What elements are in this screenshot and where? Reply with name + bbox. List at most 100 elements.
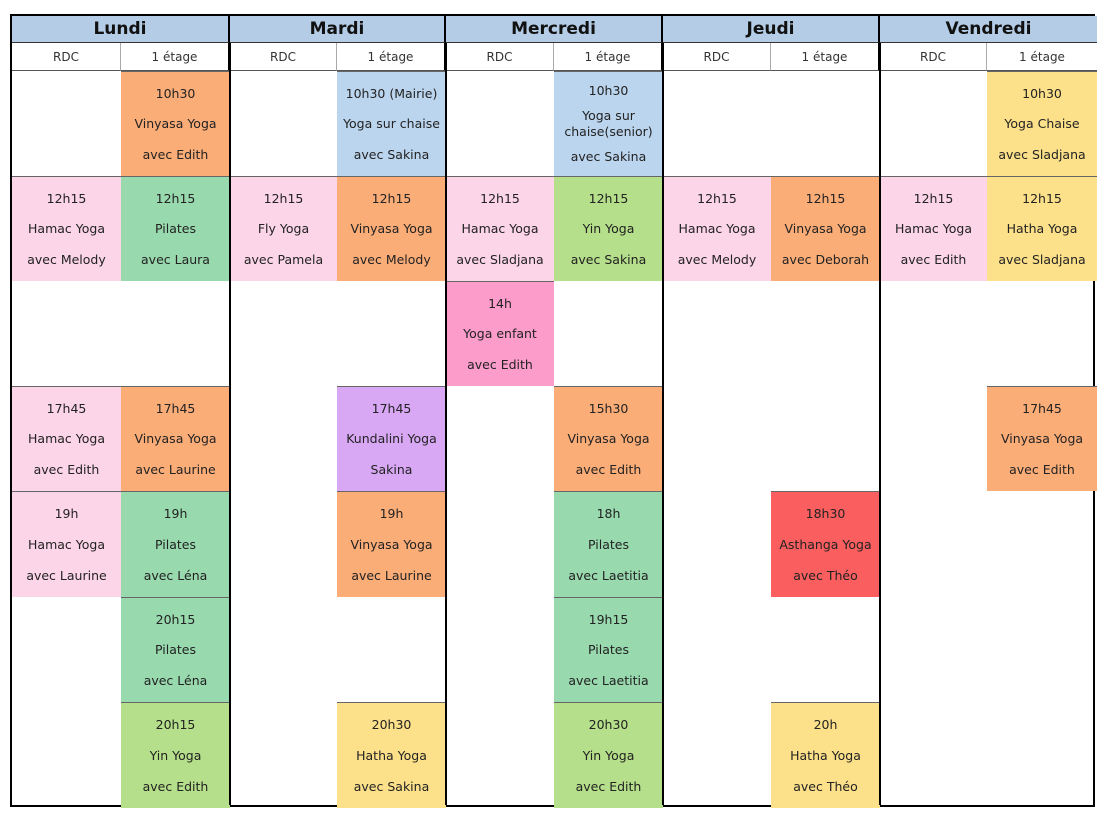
class-cell: 10h30 Vinyasa Yoga avec Edith: [121, 71, 230, 176]
class-cell: 12h15 Hamac Yoga avec Melody: [663, 176, 771, 281]
class-teacher: avec Léna: [143, 567, 208, 583]
class-cell: 18h30 Asthanga Yoga avec Théo: [771, 491, 880, 597]
class-name: Vinyasa Yoga: [134, 116, 217, 132]
class-time: 19h15: [588, 611, 629, 627]
class-time: 12h15: [263, 190, 304, 206]
class-name: Pilates: [155, 221, 196, 237]
class-teacher: avec Sakina: [353, 146, 430, 162]
class-teacher: avec Edith: [575, 778, 642, 794]
class-teacher: avec Sakina: [353, 778, 430, 794]
class-cell: 20h Hatha Yoga avec Théo: [771, 702, 880, 808]
class-teacher: avec Sakina: [570, 251, 647, 267]
class-teacher: avec Deborah: [781, 251, 870, 267]
class-time: 12h15: [805, 190, 846, 206]
class-time: 17h45: [155, 400, 196, 416]
class-time: 18h: [596, 505, 621, 521]
class-time: 17h45: [371, 400, 412, 416]
floor-header: RDC: [230, 43, 337, 71]
class-name: Hatha Yoga: [1006, 221, 1078, 237]
class-cell: 17h45 Hamac Yoga avec Edith: [12, 386, 121, 491]
class-cell: 19h Vinyasa Yoga avec Laurine: [337, 491, 446, 597]
class-cell: 12h15 Hatha Yoga avec Sladjana: [987, 176, 1097, 281]
class-teacher: avec Edith: [142, 778, 209, 794]
class-time: 19h: [163, 505, 188, 521]
floor-header: 1 étage: [554, 43, 663, 71]
class-cell: 20h15 Pilates avec Léna: [121, 597, 230, 702]
day-header-vendredi: Vendredi: [880, 16, 1097, 43]
class-time: 20h15: [155, 716, 196, 732]
class-cell: 12h15 Pilates avec Laura: [121, 176, 230, 281]
class-name: Vinyasa Yoga: [350, 221, 433, 237]
class-cell: 10h30 Yoga sur chaise(senior) avec Sakina: [554, 71, 663, 176]
class-cell: 17h45 Vinyasa Yoga avec Laurine: [121, 386, 230, 491]
class-cell: 10h30 Yoga Chaise avec Sladjana: [987, 71, 1097, 176]
floor-header: RDC: [446, 43, 554, 71]
class-time: 10h30 (Mairie): [345, 85, 438, 101]
class-name: Asthanga Yoga: [779, 536, 872, 552]
day-divider: [879, 43, 881, 805]
class-name: Hamac Yoga: [895, 221, 972, 237]
class-name: Yin Yoga: [149, 747, 202, 763]
class-teacher: avec Laetitia: [568, 567, 649, 583]
class-cell: 12h15 Hamac Yoga avec Melody: [12, 176, 121, 281]
class-time: 12h15: [697, 190, 737, 206]
class-cell: 12h15 Vinyasa Yoga avec Melody: [337, 176, 446, 281]
class-teacher: avec Théo: [793, 567, 858, 583]
class-teacher: avec Laura: [141, 251, 210, 267]
class-time: 15h30: [588, 400, 629, 416]
class-name: Vinyasa Yoga: [134, 431, 217, 447]
class-teacher: avec Laurine: [26, 567, 107, 583]
class-teacher: avec Melody: [677, 251, 757, 267]
class-name: Pilates: [588, 536, 629, 552]
class-name: Vinyasa Yoga: [784, 221, 867, 237]
class-time: 17h45: [1022, 400, 1062, 416]
class-name: Yoga sur chaise: [343, 116, 440, 132]
class-time: 20h30: [588, 716, 629, 732]
class-name: Hamac Yoga: [28, 536, 105, 552]
class-teacher: avec Edith: [467, 356, 533, 372]
class-time: 12h15: [480, 190, 520, 206]
day-header-mardi: Mardi: [230, 16, 446, 43]
class-cell: 12h15 Vinyasa Yoga avec Deborah: [771, 176, 880, 281]
class-name: Pilates: [588, 642, 629, 658]
class-name: Yoga Chaise: [1004, 116, 1080, 132]
class-time: 12h15: [1022, 190, 1062, 206]
class-teacher: avec Pamela: [243, 251, 324, 267]
class-name: Pilates: [155, 536, 196, 552]
class-teacher: avec Melody: [352, 251, 431, 267]
class-teacher: avec Edith: [142, 146, 209, 162]
class-teacher: avec Sladjana: [998, 251, 1086, 267]
class-teacher: avec Léna: [143, 672, 208, 688]
floor-header: 1 étage: [121, 43, 230, 71]
day-header-jeudi: Jeudi: [663, 16, 880, 43]
class-time: 19h: [54, 505, 79, 521]
class-name: Fly Yoga: [257, 221, 310, 237]
class-cell: 12h15 Fly Yoga avec Pamela: [230, 176, 337, 281]
class-cell: 12h15 Hamac Yoga avec Edith: [880, 176, 987, 281]
class-time: 20h: [813, 716, 838, 732]
class-name: Hatha Yoga: [790, 747, 861, 763]
class-time: 10h30: [588, 82, 629, 98]
class-time: 12h15: [46, 190, 87, 206]
class-name: Kundalini Yoga: [346, 431, 437, 447]
class-cell: 10h30 (Mairie) Yoga sur chaise avec Sakina: [337, 71, 446, 176]
day-header-mercredi: Mercredi: [446, 16, 663, 43]
class-teacher: avec Edith: [33, 461, 100, 477]
class-time: 19h: [379, 505, 404, 521]
class-teacher: Sakina: [370, 461, 413, 477]
class-name: Hatha Yoga: [356, 747, 427, 763]
class-time: 12h15: [588, 190, 629, 206]
class-name: Yin Yoga: [582, 747, 635, 763]
class-teacher: avec Edith: [1009, 461, 1075, 477]
class-time: 12h15: [155, 190, 196, 206]
class-teacher: avec Edith: [900, 251, 967, 267]
floor-header: 1 étage: [987, 43, 1097, 71]
class-teacher: avec Théo: [793, 778, 858, 794]
class-teacher: avec Laetitia: [568, 672, 649, 688]
floor-header: RDC: [880, 43, 987, 71]
class-time: 12h15: [913, 190, 954, 206]
class-name: Hamac Yoga: [678, 221, 756, 237]
class-cell: 19h Hamac Yoga avec Laurine: [12, 491, 121, 597]
class-teacher: avec Laurine: [135, 461, 216, 477]
floor-header: 1 étage: [771, 43, 880, 71]
